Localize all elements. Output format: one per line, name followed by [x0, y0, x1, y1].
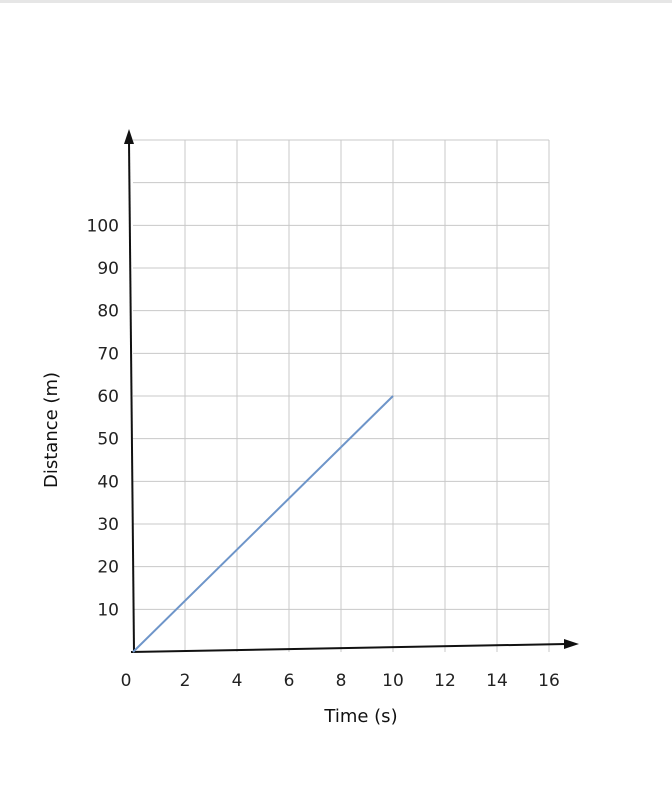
y-axis-arrow [124, 129, 134, 144]
grid [133, 139, 550, 652]
y-tick-label: 70 [97, 344, 119, 364]
x-tick-label: 0 [121, 671, 132, 691]
y-tick-label: 30 [97, 515, 119, 535]
y-tick-label: 90 [97, 259, 119, 279]
x-tick-label: 14 [486, 671, 508, 691]
y-tick-label: 60 [97, 387, 119, 407]
x-tick-label: 6 [284, 671, 295, 691]
axes [124, 129, 579, 653]
series-layer [132, 395, 394, 653]
x-axis-title: Time (s) [323, 706, 397, 727]
y-tick-label: 80 [97, 302, 119, 322]
y-tick-label: 40 [97, 472, 119, 492]
x-tick-label: 16 [538, 671, 560, 691]
y-tick-label: 50 [97, 430, 119, 450]
x-tick-label: 2 [180, 671, 191, 691]
y-tick-label: 10 [97, 600, 119, 620]
y-tick-label: 20 [97, 558, 119, 578]
y-axis [128, 141, 135, 653]
y-tick-labels: 10 20 30 40 50 60 70 80 90 100 [87, 216, 119, 620]
y-tick-label: 100 [87, 216, 119, 236]
x-tick-labels: 0 2 4 6 8 10 12 14 16 [121, 671, 560, 691]
y-axis-title: Distance (m) [41, 372, 62, 488]
series-line [132, 395, 394, 653]
x-tick-label: 8 [336, 671, 347, 691]
x-axis-arrow [564, 639, 579, 649]
x-tick-label: 4 [232, 671, 243, 691]
x-tick-label: 12 [434, 671, 456, 691]
x-axis [130, 643, 567, 653]
x-tick-label: 10 [382, 671, 404, 691]
top-border [0, 0, 672, 3]
